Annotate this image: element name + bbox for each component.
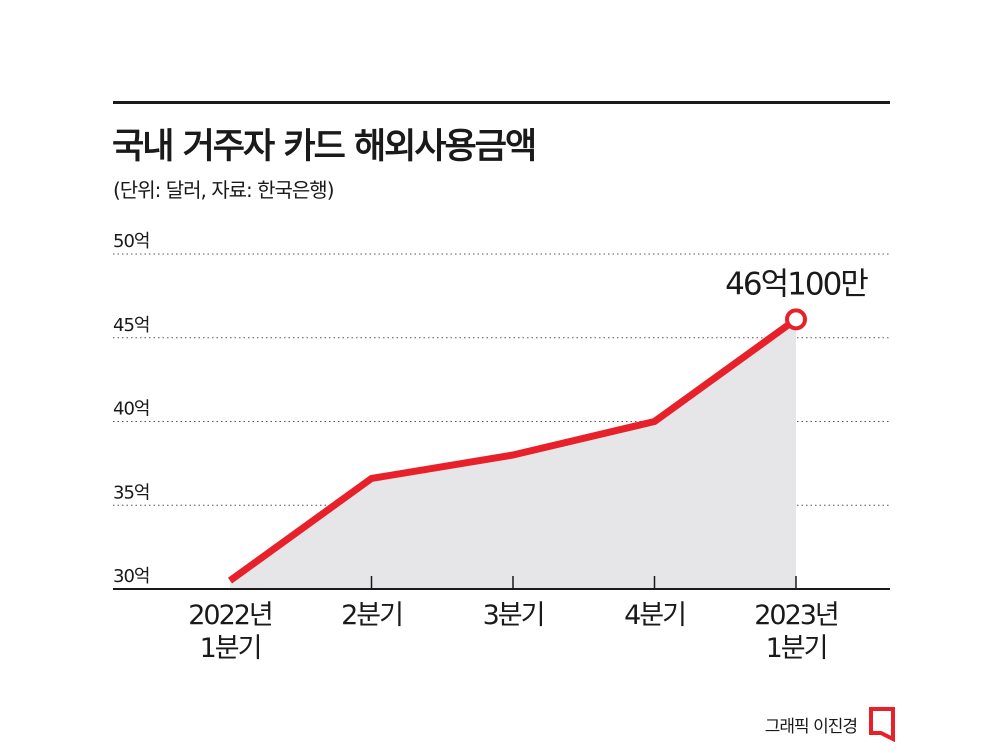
annotations: 46억100만 — [725, 266, 870, 302]
series-line — [227, 316, 799, 584]
y-tick-label: 30억 — [113, 566, 149, 587]
credit: 그래픽 이진경 — [765, 706, 895, 742]
x-axis — [113, 576, 890, 590]
credit-text: 그래픽 이진경 — [764, 716, 858, 737]
y-tick-labels: 30억 35억 40억 45억 50억 — [113, 231, 150, 587]
x-tick-label-line: 1분기 — [200, 633, 261, 664]
y-tick-label: 35억 — [113, 482, 149, 503]
data-label: 46억100만 — [725, 266, 868, 302]
area-layer — [230, 319, 796, 589]
x-tick-label-line: 2023년 — [754, 600, 838, 631]
x-tick-label: 2022년 1분기 — [188, 600, 272, 664]
chart-title: 국내 거주자 카드 해외사용금액 — [112, 127, 537, 167]
y-tick-label: 40억 — [113, 399, 149, 420]
x-tick-label: 2023년 1분기 — [754, 600, 838, 664]
y-tick-label: 45억 — [113, 315, 149, 336]
x-tick-label-line: 3분기 — [483, 600, 544, 631]
logo-icon — [869, 707, 895, 742]
x-tick-label: 3분기 — [483, 600, 544, 631]
data-point-marker — [785, 308, 807, 331]
x-tick-label: 2분기 — [341, 600, 402, 631]
series-line-path — [227, 316, 799, 584]
y-tick-label: 50억 — [113, 231, 149, 252]
x-tick-label-line: 1분기 — [766, 633, 827, 664]
x-tick-label: 4분기 — [624, 600, 685, 631]
x-tick-label-line: 2분기 — [341, 600, 402, 631]
x-tick-label-line: 4분기 — [624, 600, 685, 631]
data-points — [785, 308, 807, 331]
top-rule — [113, 101, 890, 104]
x-tick-label-line: 2022년 — [188, 600, 272, 631]
area-fill — [230, 319, 796, 589]
chart-subtitle: (단위: 달러, 자료: 한국은행) — [113, 178, 335, 202]
